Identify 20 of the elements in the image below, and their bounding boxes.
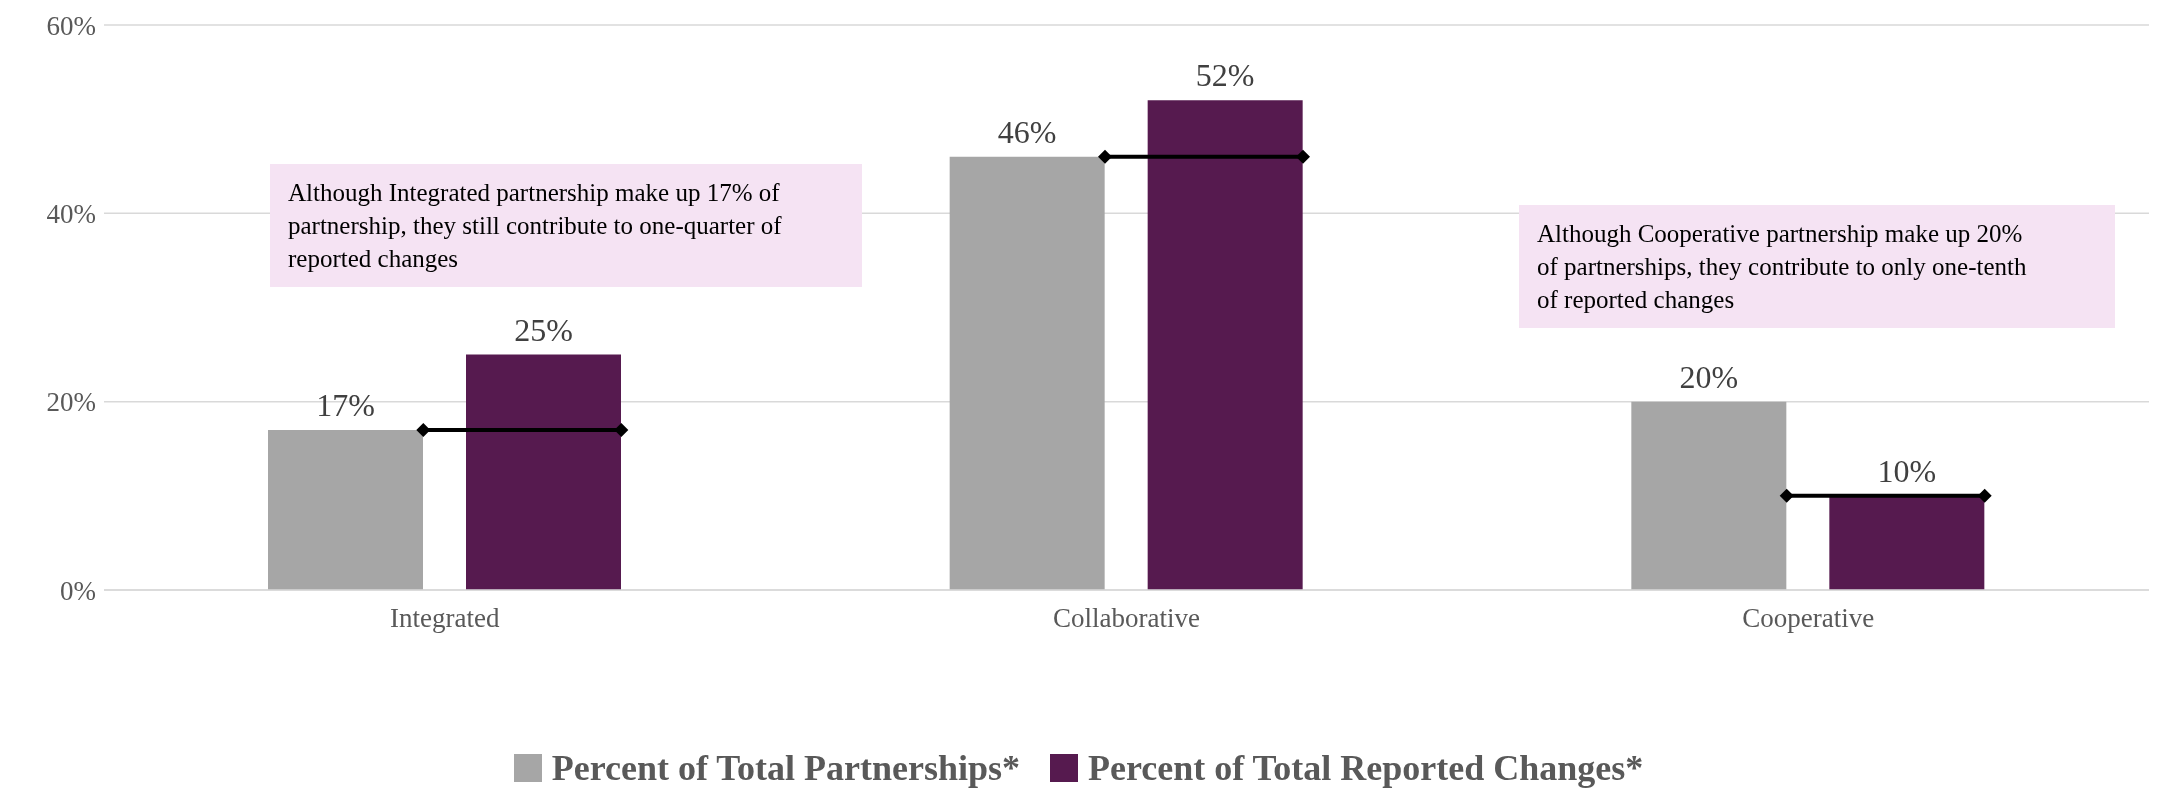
data-label: 46% (997, 113, 1057, 150)
data-label: 10% (1877, 452, 1937, 489)
callout-box: Although Cooperative partnership make up 20% of partnerships, they contribute to only one-tenth of reported changes (1519, 205, 2115, 328)
legend-label: Percent of Total Reported Changes* (1088, 747, 1644, 789)
y-tick-label: 20% (46, 387, 96, 418)
bar (1631, 401, 1787, 590)
y-tick-label: 0% (60, 575, 96, 606)
bar (949, 156, 1105, 590)
x-tick-label: Collaborative (1053, 603, 1200, 634)
data-label: 25% (514, 311, 573, 348)
data-label: 17% (316, 386, 375, 423)
legend-label: Percent of Total Partnerships* (551, 747, 1020, 789)
y-tick-label: 40% (46, 198, 96, 229)
x-tick-label: Cooperative (1742, 603, 1875, 634)
data-label: 52% (1195, 57, 1255, 94)
callout-box: Although Integrated partnership make up 17% of partnership, they still contribute to one-quarter of reported changes (270, 164, 862, 287)
data-label: 20% (1679, 358, 1739, 395)
bar (268, 429, 423, 590)
y-tick-label: 60% (46, 10, 96, 41)
x-tick-label: Integrated (390, 603, 501, 634)
